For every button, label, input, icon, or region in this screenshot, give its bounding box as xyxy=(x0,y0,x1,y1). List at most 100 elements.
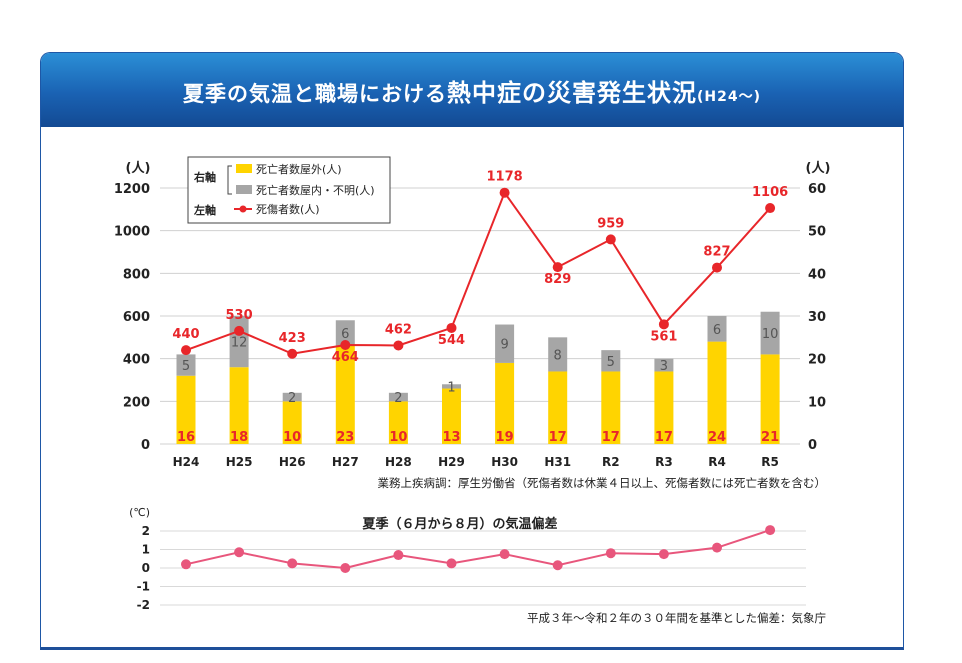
right-tick-label: 0 xyxy=(808,438,817,453)
main-source-note: 業務上疾病調：厚生労働省（死傷者数は休業４日以上、死傷者数には死亡者数を含む） xyxy=(378,476,827,490)
legend-left-axis: 左軸 xyxy=(193,203,216,217)
bar-outdoor xyxy=(654,371,674,444)
temp-anomaly-point xyxy=(605,548,616,559)
bar-outdoor xyxy=(229,367,249,444)
deaths-injuries-point xyxy=(765,203,776,214)
outdoor-value-label: 21 xyxy=(761,430,779,445)
outdoor-value-label: 23 xyxy=(336,430,354,445)
temp-anomaly-point xyxy=(765,525,776,536)
deaths-injuries-point xyxy=(340,340,351,351)
left-axis-unit: (人) xyxy=(126,160,151,176)
outdoor-value-label: 19 xyxy=(496,430,514,445)
bar-outdoor xyxy=(176,375,196,444)
x-tick-label: H27 xyxy=(332,455,359,469)
temp-anomaly-point xyxy=(393,550,404,561)
temp-anomaly-point xyxy=(658,549,669,560)
outdoor-value-label: 16 xyxy=(177,430,195,445)
bar-indoor xyxy=(707,316,727,342)
deaths-injuries-point xyxy=(181,345,191,356)
deaths-injuries-point xyxy=(605,234,616,245)
title-part1: 夏季の気温と職場における xyxy=(183,81,447,106)
deaths-injuries-label: 440 xyxy=(172,327,199,342)
left-tick-label: 1200 xyxy=(114,182,150,197)
right-tick-label: 20 xyxy=(808,353,826,368)
indoor-value-label: 5 xyxy=(607,355,615,370)
temp-anomaly-point xyxy=(499,549,510,560)
chart-title: 夏季の気温と職場における熱中症の災害発生状況(H24〜) xyxy=(183,73,761,108)
indoor-value-label: 5 xyxy=(182,359,190,374)
indoor-value-label: 12 xyxy=(231,336,248,351)
temp-anomaly-point xyxy=(287,558,298,569)
right-tick-label: 60 xyxy=(808,182,826,197)
bar-indoor xyxy=(495,324,515,363)
outdoor-value-label: 17 xyxy=(602,430,620,445)
deaths-injuries-point xyxy=(393,340,404,351)
temp-tick-label: -1 xyxy=(137,580,150,594)
right-axis-unit: (人) xyxy=(806,160,831,176)
deaths-injuries-point xyxy=(712,262,722,273)
bar-outdoor xyxy=(495,362,515,444)
temp-anomaly-point xyxy=(552,560,563,571)
bar-indoor xyxy=(654,358,674,372)
outdoor-value-label: 24 xyxy=(708,430,726,445)
bar-indoor xyxy=(548,337,568,372)
bar-outdoor xyxy=(388,401,408,444)
legend-swatch-outdoor xyxy=(236,164,252,173)
bar-indoor xyxy=(601,350,621,372)
temp-anomaly-point xyxy=(340,563,351,573)
temp-source-note: 平成３年〜令和２年の３０年間を基準とした偏差：気象庁 xyxy=(527,611,826,625)
x-tick-label: H29 xyxy=(438,455,465,469)
indoor-value-label: 6 xyxy=(341,327,349,342)
left-tick-label: 800 xyxy=(123,267,150,282)
deaths-injuries-label: 959 xyxy=(597,216,624,231)
right-tick-label: 10 xyxy=(808,395,826,410)
temp-anomaly-point xyxy=(712,542,722,553)
deaths-injuries-point xyxy=(287,348,298,359)
deaths-injuries-label: 423 xyxy=(279,331,306,346)
x-tick-label: R2 xyxy=(602,455,620,469)
temp-tick-label: -2 xyxy=(137,598,150,612)
title-banner: 夏季の気温と職場における熱中症の災害発生状況(H24〜) xyxy=(41,53,903,127)
bar-outdoor xyxy=(707,341,727,444)
indoor-value-label: 2 xyxy=(394,391,402,406)
temp-anomaly-point xyxy=(446,558,457,569)
temp-chart-title: 夏季（６月から８月）の気温偏差 xyxy=(361,516,557,532)
temp-anomaly-point xyxy=(234,547,245,558)
indoor-value-label: 3 xyxy=(660,359,668,374)
indoor-value-label: 9 xyxy=(500,338,508,353)
x-tick-label: H26 xyxy=(279,455,306,469)
x-tick-label: H28 xyxy=(385,455,412,469)
deaths-injuries-label: 1106 xyxy=(752,185,788,200)
right-tick-label: 30 xyxy=(808,310,826,325)
x-tick-label: R3 xyxy=(655,455,673,469)
deaths-injuries-label: 530 xyxy=(226,308,253,323)
deaths-injuries-label: 1178 xyxy=(487,170,523,185)
left-tick-label: 600 xyxy=(123,310,150,325)
right-tick-label: 40 xyxy=(808,267,826,282)
right-tick-label: 50 xyxy=(808,225,826,240)
legend-marker-deaths xyxy=(239,205,247,213)
bar-indoor xyxy=(388,392,408,402)
temp-anomaly-point xyxy=(181,559,191,570)
outdoor-value-label: 17 xyxy=(655,430,673,445)
indoor-value-label: 10 xyxy=(762,327,779,342)
deaths-injuries-label: 544 xyxy=(438,333,465,348)
indoor-value-label: 1 xyxy=(447,380,455,395)
bar-outdoor xyxy=(601,371,621,444)
bar-outdoor xyxy=(548,371,568,444)
deaths-injuries-point xyxy=(499,187,510,198)
deaths-injuries-label: 827 xyxy=(703,245,730,260)
x-tick-label: H30 xyxy=(491,455,518,469)
legend-label-outdoor: 死亡者数屋外(人) xyxy=(256,162,342,176)
title-part3: (H24〜) xyxy=(697,88,761,105)
x-tick-label: R4 xyxy=(708,455,726,469)
indoor-value-label: 8 xyxy=(554,348,562,363)
legend-right-axis: 右軸 xyxy=(193,170,216,184)
deaths-injuries-label: 829 xyxy=(544,272,571,287)
temp-anomaly-line xyxy=(185,529,771,570)
x-tick-label: H24 xyxy=(173,455,200,469)
bar-indoor xyxy=(335,320,355,346)
deaths-injuries-label: 464 xyxy=(332,350,359,365)
deaths-injuries-point xyxy=(234,325,245,336)
deaths-injuries-point xyxy=(446,322,457,333)
